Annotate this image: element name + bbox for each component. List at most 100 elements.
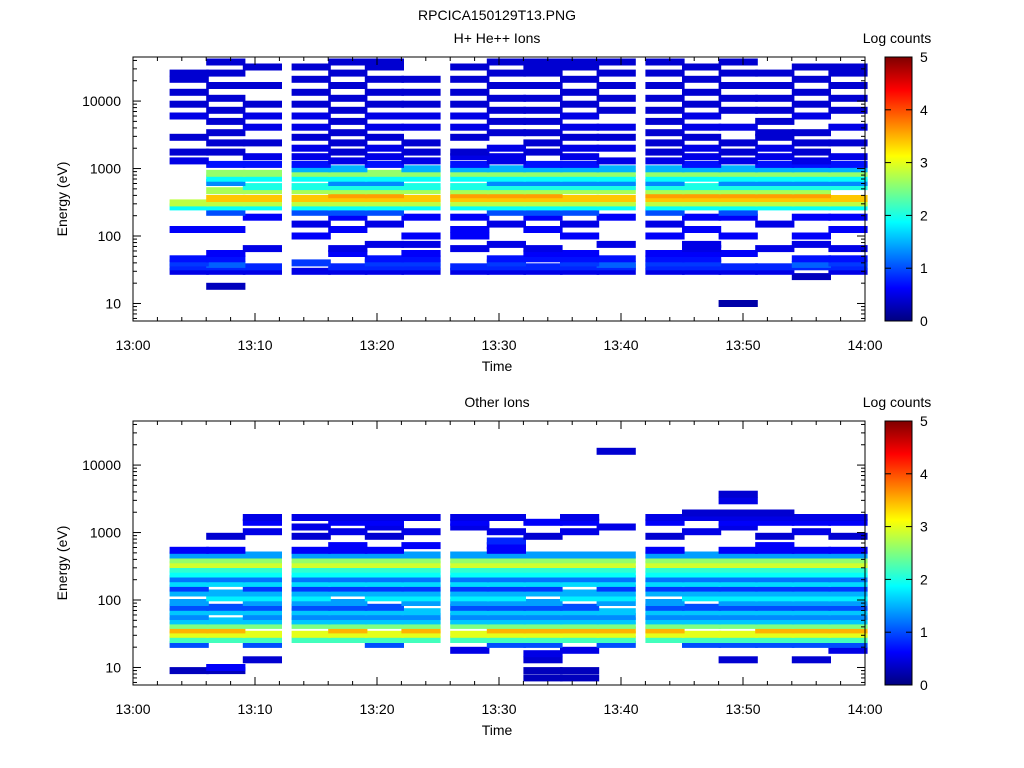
heatmap-cell bbox=[755, 179, 795, 186]
heatmap-cell bbox=[486, 546, 526, 554]
heatmap-cell bbox=[791, 584, 831, 592]
heatmap-cell bbox=[169, 267, 209, 275]
heatmap-cell bbox=[560, 514, 600, 521]
heatmap-cell bbox=[791, 273, 831, 281]
heatmap-cell bbox=[364, 613, 404, 620]
heatmap-cell bbox=[560, 667, 600, 675]
heatmap-cell bbox=[755, 509, 795, 517]
heatmap-cell bbox=[206, 617, 246, 625]
heatmap-cell bbox=[523, 579, 563, 587]
heatmap-cell bbox=[560, 603, 600, 611]
heatmap-cell bbox=[645, 617, 685, 625]
heatmap-cell bbox=[682, 603, 722, 611]
heatmap-cell bbox=[169, 263, 209, 271]
heatmap-cell bbox=[755, 617, 795, 625]
heatmap-cell bbox=[828, 603, 868, 611]
heatmap-cell bbox=[523, 267, 563, 275]
heatmap-cell bbox=[450, 636, 490, 643]
heatmap-cell bbox=[645, 514, 685, 521]
heatmap-cell bbox=[486, 106, 526, 114]
heatmap-cell bbox=[645, 532, 685, 540]
heatmap-cell bbox=[242, 174, 282, 182]
heatmap-cell bbox=[755, 579, 795, 587]
heatmap-cell bbox=[560, 208, 600, 216]
heatmap-cell bbox=[645, 608, 685, 616]
heatmap-cell bbox=[682, 617, 722, 625]
heatmap-cell bbox=[206, 106, 246, 114]
heatmap-cell bbox=[523, 174, 563, 182]
heatmap-cell bbox=[560, 556, 600, 564]
heatmap-cell bbox=[401, 608, 441, 616]
heatmap-cell bbox=[328, 561, 368, 568]
heatmap-cell bbox=[523, 203, 563, 211]
heatmap-cell bbox=[560, 570, 600, 578]
heatmap-cell bbox=[291, 232, 331, 240]
heatmap-cell bbox=[596, 82, 636, 89]
heatmap-cell bbox=[486, 537, 526, 545]
heatmap-cell bbox=[364, 112, 404, 120]
heatmap-cell bbox=[523, 565, 563, 573]
heatmap-cell bbox=[718, 621, 758, 629]
x-axis: 13:00 13:10 13:20 13:30 13:40 13:50 14:00 bbox=[115, 57, 883, 353]
heatmap-cell bbox=[450, 565, 490, 573]
heatmap-cell bbox=[596, 157, 636, 165]
heatmap-cell bbox=[401, 561, 441, 568]
heatmap-cell bbox=[291, 599, 331, 606]
heatmap-cell bbox=[206, 208, 246, 216]
heatmap-cell bbox=[596, 630, 636, 638]
heatmap-cell bbox=[401, 169, 441, 177]
heatmap-cell bbox=[206, 255, 246, 263]
figure-title: RPCICA150129T13.PNG bbox=[418, 7, 576, 23]
heatmap-cell bbox=[206, 195, 246, 202]
heatmap-cell bbox=[242, 589, 282, 597]
heatmap-cell bbox=[596, 579, 636, 587]
heatmap-cell bbox=[791, 129, 831, 137]
heatmap-cell bbox=[242, 575, 282, 583]
heatmap-cell bbox=[791, 528, 831, 536]
heatmap-cell bbox=[791, 255, 831, 263]
heatmap-cell bbox=[523, 656, 563, 664]
heatmap-cell bbox=[450, 195, 490, 202]
heatmap-cell bbox=[682, 594, 722, 602]
heatmap-cell bbox=[560, 220, 600, 228]
heatmap-cell bbox=[523, 621, 563, 629]
heatmap-cell bbox=[523, 603, 563, 611]
heatmap-cell bbox=[401, 195, 441, 202]
heatmap-cell bbox=[523, 617, 563, 625]
heatmap-cell bbox=[486, 263, 526, 271]
y-tick-label: 100 bbox=[98, 228, 122, 244]
heatmap-cell bbox=[755, 191, 795, 199]
x-tick-label: 13:50 bbox=[725, 701, 760, 717]
heatmap-cell bbox=[718, 195, 758, 202]
heatmap-cell bbox=[791, 100, 831, 108]
heatmap-cell bbox=[364, 630, 404, 638]
heatmap-cell bbox=[718, 148, 758, 156]
heatmap-cell bbox=[596, 617, 636, 625]
heatmap-cell bbox=[523, 179, 563, 186]
heatmap-cell bbox=[682, 144, 722, 152]
heatmap-cell bbox=[682, 584, 722, 592]
heatmap-cell bbox=[364, 518, 404, 526]
heatmap-cell bbox=[523, 589, 563, 597]
heatmap-cell bbox=[828, 160, 868, 168]
heatmap-cell bbox=[596, 523, 636, 531]
heatmap-cell bbox=[828, 139, 868, 147]
heatmap-cell bbox=[791, 75, 831, 83]
heatmap-cell bbox=[828, 630, 868, 638]
heatmap-cell bbox=[560, 255, 600, 263]
heatmap-cell bbox=[328, 570, 368, 578]
heatmap-cell bbox=[291, 75, 331, 83]
heatmap-cell bbox=[682, 259, 722, 267]
heatmap-cell bbox=[486, 565, 526, 573]
heatmap-cell bbox=[523, 584, 563, 592]
heatmap-cell bbox=[718, 636, 758, 643]
heatmap-cell bbox=[828, 570, 868, 578]
heatmap-cell bbox=[169, 584, 209, 592]
heatmap-cell bbox=[828, 245, 868, 253]
heatmap-cell bbox=[291, 153, 331, 161]
heatmap-cell bbox=[364, 640, 404, 648]
heatmap-cell bbox=[328, 58, 368, 66]
heatmap-cell bbox=[169, 589, 209, 597]
heatmap-cell bbox=[364, 579, 404, 587]
heatmap-cell bbox=[718, 183, 758, 191]
